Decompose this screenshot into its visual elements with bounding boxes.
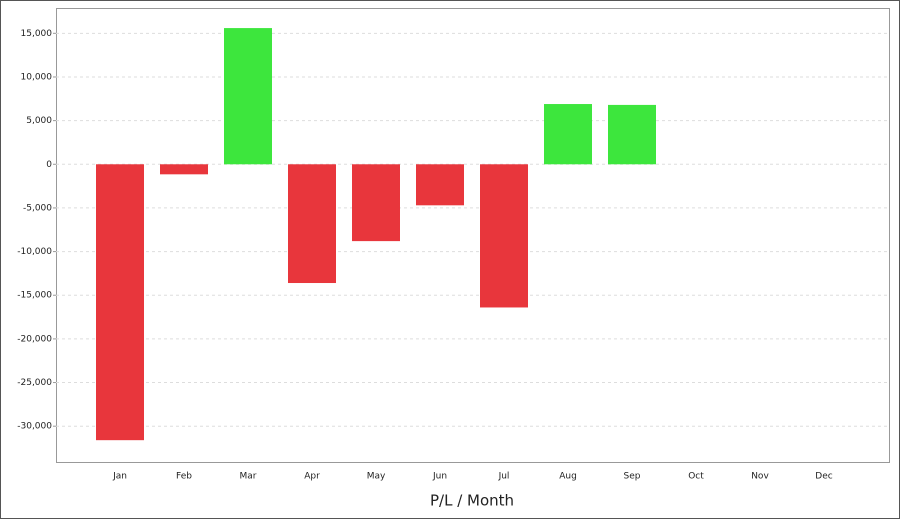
x-tick-label: Jul — [498, 472, 510, 482]
bar — [544, 104, 592, 165]
bar — [352, 164, 400, 242]
x-axis-label: P/L / Month — [430, 492, 514, 510]
bar — [416, 164, 464, 206]
y-tick-label: 10,000 — [21, 72, 53, 82]
x-tick-label: Jun — [432, 472, 447, 482]
x-tick-label: Oct — [688, 472, 704, 482]
y-tick-label: -10,000 — [17, 247, 52, 257]
y-tick-label: 15,000 — [21, 29, 53, 39]
y-tick-label: 5,000 — [26, 116, 52, 126]
bar — [96, 164, 144, 441]
plot-area — [56, 8, 890, 463]
y-tick-label: -20,000 — [17, 334, 52, 344]
y-tick-label: -30,000 — [17, 422, 52, 432]
y-tick-label: 0 — [46, 160, 52, 170]
y-tick-label: -15,000 — [17, 291, 52, 301]
x-tick-label: Sep — [624, 472, 641, 482]
bar — [480, 164, 528, 308]
bar — [224, 28, 272, 165]
bar — [160, 164, 208, 175]
x-tick-label: Dec — [815, 472, 832, 482]
x-tick-label: Mar — [240, 472, 257, 482]
y-tick-label: -5,000 — [23, 203, 52, 213]
x-tick-label: May — [367, 472, 386, 482]
x-tick-label: Aug — [559, 472, 577, 482]
x-tick-label: Feb — [176, 472, 192, 482]
y-tick-label: -25,000 — [17, 378, 52, 388]
x-tick-label: Nov — [751, 472, 769, 482]
bar — [288, 164, 336, 284]
bar — [608, 104, 656, 165]
x-tick-label: Apr — [304, 472, 320, 482]
x-tick-label: Jan — [112, 472, 127, 482]
